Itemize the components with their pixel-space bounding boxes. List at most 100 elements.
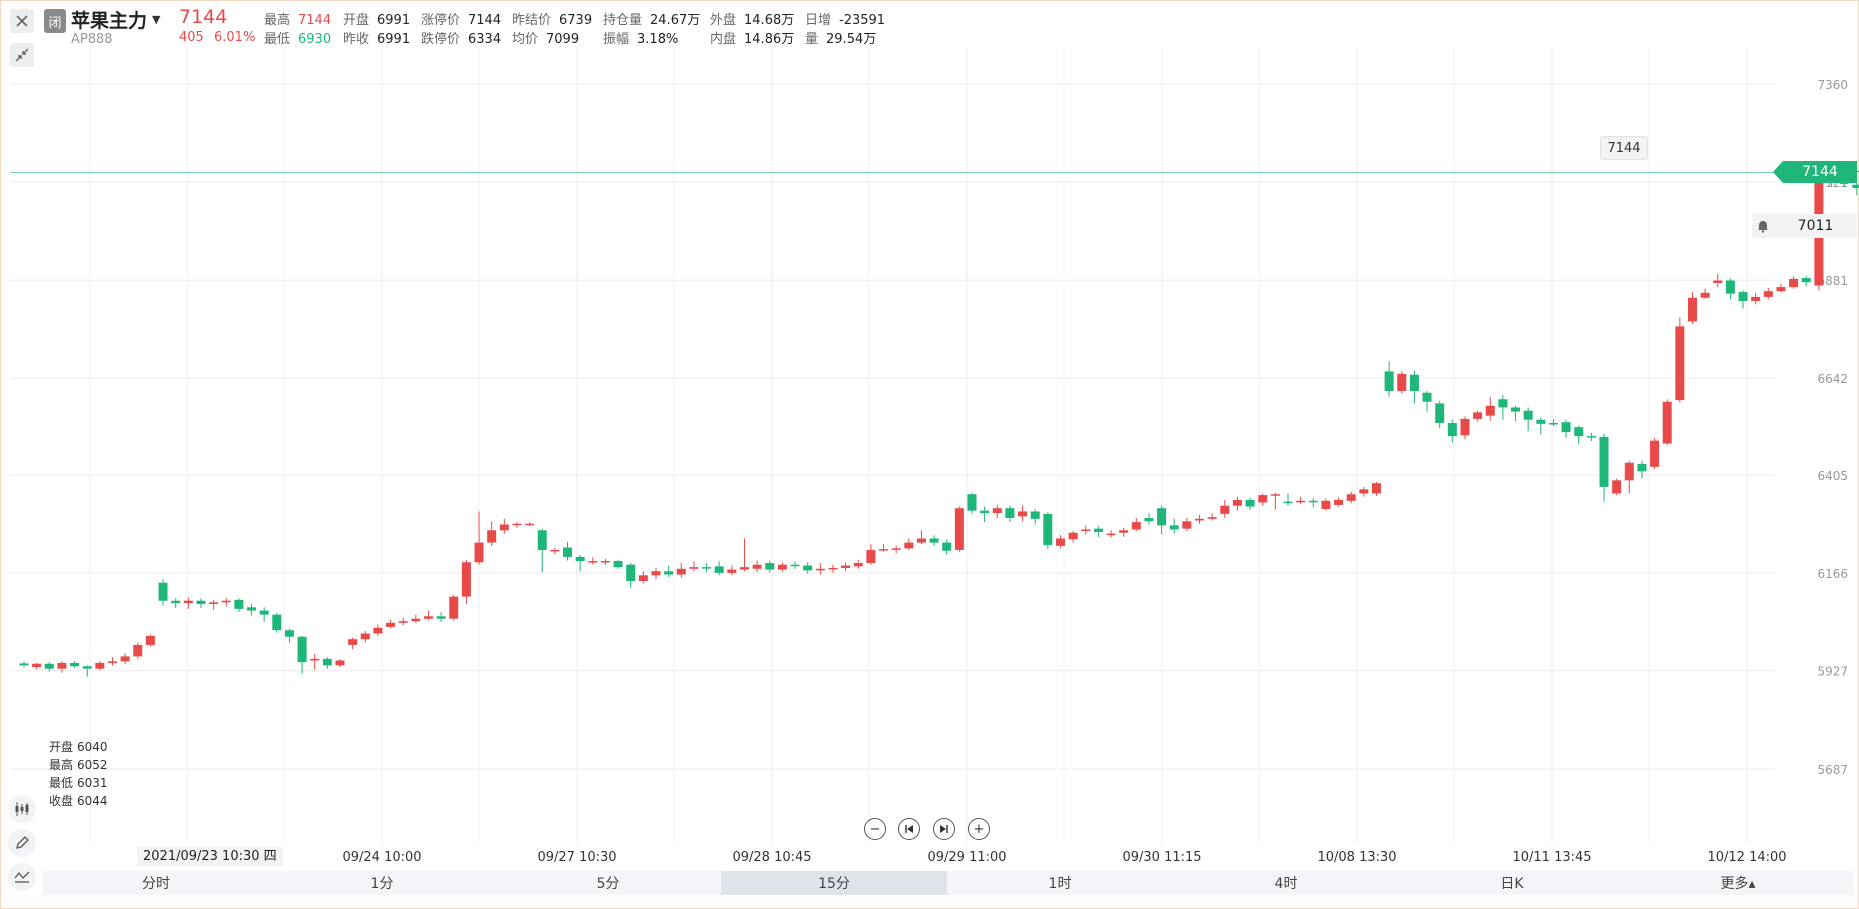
quote-stat: 均价 7099 xyxy=(512,28,579,47)
quote-stat: 涨停价 7144 xyxy=(421,9,501,28)
period-tab-time-sharing[interactable]: 分时 xyxy=(142,876,170,892)
shrink-button[interactable] xyxy=(10,43,34,67)
draw-tool-button[interactable] xyxy=(8,829,36,857)
candle-body xyxy=(841,565,851,568)
zoom-in-button[interactable]: + xyxy=(968,818,990,840)
instrument-dropdown-icon[interactable]: ▼ xyxy=(152,13,161,26)
candle-body xyxy=(1207,517,1217,519)
period-tab-daily[interactable]: 日K xyxy=(1500,876,1524,892)
close-button[interactable] xyxy=(10,9,34,33)
candle-body xyxy=(1371,483,1381,494)
candle-body xyxy=(335,660,345,666)
candle-body xyxy=(916,538,926,543)
period-tab-4hour[interactable]: 4时 xyxy=(1274,876,1298,892)
quote-stat: 量 29.54万 xyxy=(805,28,876,47)
current-price-tag: 7144 xyxy=(1783,161,1857,183)
candle-body xyxy=(1523,410,1533,420)
candle-body xyxy=(449,596,459,619)
candle-body xyxy=(1624,462,1634,481)
candle-body xyxy=(777,564,787,570)
bell-icon[interactable] xyxy=(1752,214,1774,238)
quote-stat-label: 量 xyxy=(805,32,819,47)
quote-stat-value: 7144 xyxy=(468,13,502,28)
candle-body xyxy=(1106,533,1116,536)
zoom-out-button[interactable]: − xyxy=(864,818,886,840)
quote-stat: 持仓量 24.67万 xyxy=(603,9,700,28)
y-tick-label: 5687 xyxy=(1817,763,1848,777)
candle-body xyxy=(575,556,585,562)
quote-stat: 昨收 6991 xyxy=(343,28,410,47)
candle-body xyxy=(1447,423,1457,437)
candle-body xyxy=(474,542,484,563)
scroll-back-button[interactable] xyxy=(898,818,920,840)
quote-stat-label: 最高 xyxy=(264,13,291,28)
candle-body xyxy=(1789,278,1799,288)
candle-body xyxy=(120,656,130,662)
candle-body xyxy=(1384,371,1394,392)
candle-body xyxy=(954,508,964,550)
chart-type-button[interactable] xyxy=(8,795,36,823)
candle-body xyxy=(57,662,67,669)
period-tab-1hour[interactable]: 1时 xyxy=(1048,876,1072,892)
candle-body xyxy=(1144,518,1154,522)
quote-stat-label: 外盘 xyxy=(710,13,737,28)
candle-body xyxy=(1751,296,1761,302)
candle-body xyxy=(1232,499,1242,506)
candle-body xyxy=(739,567,749,570)
quote-stat-value: 14.86万 xyxy=(744,32,795,47)
quote-stat-label: 均价 xyxy=(512,32,539,47)
quote-stat-value: 6334 xyxy=(468,32,502,47)
candle-body xyxy=(1586,436,1596,438)
period-tab-more[interactable]: 更多▴ xyxy=(1720,876,1756,892)
candle-body xyxy=(1763,291,1773,297)
market-status-badge: 闭 xyxy=(44,9,66,33)
quote-stat: 最低 6930 xyxy=(264,28,331,47)
x-tick-label: 09/30 11:15 xyxy=(1122,850,1201,865)
candle-body xyxy=(638,575,648,582)
scroll-forward-button[interactable] xyxy=(933,818,955,840)
period-tab-5min[interactable]: 5分 xyxy=(596,876,620,892)
candle-body xyxy=(1359,489,1369,494)
period-tab-1min[interactable]: 1分 xyxy=(370,876,394,892)
period-tab-15min[interactable]: 15分 xyxy=(721,871,947,895)
candle-body xyxy=(44,663,54,669)
candle-body xyxy=(423,616,433,619)
candle-body xyxy=(1182,521,1192,529)
candle-body xyxy=(929,538,939,543)
candle-body xyxy=(512,523,522,526)
candle-body xyxy=(676,568,686,575)
candle-body xyxy=(1270,494,1280,496)
candle-body xyxy=(297,636,307,663)
candle-body xyxy=(107,661,117,663)
candle-body xyxy=(967,494,977,511)
indicator-button[interactable] xyxy=(8,863,36,891)
candle-body xyxy=(1650,440,1660,467)
candle-body xyxy=(689,567,699,569)
quote-stat-value: 24.67万 xyxy=(650,13,701,28)
y-tick-label: 7360 xyxy=(1817,78,1848,92)
indicator-icon xyxy=(14,871,30,883)
candle-body xyxy=(1131,522,1141,530)
instrument-name[interactable]: 苹果主力 xyxy=(71,10,148,32)
candle-body xyxy=(1397,373,1407,392)
candle-body xyxy=(234,599,244,609)
candle-body xyxy=(803,565,813,571)
candle-body xyxy=(284,630,294,637)
candle-body xyxy=(411,618,421,622)
quote-stat-value: 6930 xyxy=(298,32,332,47)
period-tabs: 分时 1分 5分 15分 1时 4时 日K 更多▴ xyxy=(43,871,1854,895)
candle-body xyxy=(209,602,219,604)
price-alert-line[interactable]: 7011 xyxy=(1752,214,1857,238)
candle-body xyxy=(1258,495,1268,503)
candle-body xyxy=(19,663,29,666)
candle-body xyxy=(1055,538,1065,546)
candle-body xyxy=(1018,511,1028,517)
quote-stat-value: 3.18% xyxy=(637,32,679,47)
instrument-code: AP888 xyxy=(71,32,113,47)
quote-stat: 开盘 6991 xyxy=(343,9,410,28)
ohlc-close: 6044 xyxy=(77,794,108,808)
candle-body xyxy=(1485,405,1495,416)
candle-body xyxy=(1637,463,1647,472)
close-icon xyxy=(16,15,28,27)
